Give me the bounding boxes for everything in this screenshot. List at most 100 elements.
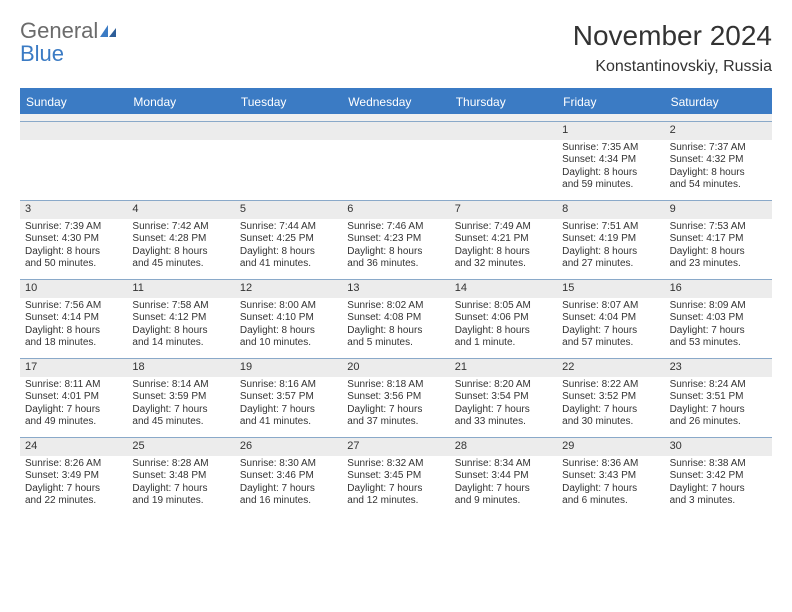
sunset-text: Sunset: 4:01 PM xyxy=(25,391,122,404)
sunrise-text: Sunrise: 8:05 AM xyxy=(455,300,552,313)
sunset-text: Sunset: 4:28 PM xyxy=(132,233,229,246)
calendar-cell: 15Sunrise: 8:07 AMSunset: 4:04 PMDayligh… xyxy=(557,280,664,358)
day-number: 16 xyxy=(665,280,772,298)
sail-icon xyxy=(98,21,118,43)
day1-text: Daylight: 8 hours xyxy=(347,246,444,259)
day-number: 23 xyxy=(665,359,772,377)
day1-text: Daylight: 8 hours xyxy=(132,325,229,338)
day1-text: Daylight: 7 hours xyxy=(347,483,444,496)
calendar-week: 10Sunrise: 7:56 AMSunset: 4:14 PMDayligh… xyxy=(20,280,772,359)
sunset-text: Sunset: 4:10 PM xyxy=(240,312,337,325)
day2-text: and 12 minutes. xyxy=(347,495,444,508)
day-number: 17 xyxy=(20,359,127,377)
cell-body: Sunrise: 7:35 AMSunset: 4:34 PMDaylight:… xyxy=(557,140,664,196)
day2-text: and 5 minutes. xyxy=(347,337,444,350)
calendar-cell: 23Sunrise: 8:24 AMSunset: 3:51 PMDayligh… xyxy=(665,359,772,437)
calendar-cell: 8Sunrise: 7:51 AMSunset: 4:19 PMDaylight… xyxy=(557,201,664,279)
calendar-week: 24Sunrise: 8:26 AMSunset: 3:49 PMDayligh… xyxy=(20,438,772,516)
calendar-cell: 9Sunrise: 7:53 AMSunset: 4:17 PMDaylight… xyxy=(665,201,772,279)
calendar-cell: 10Sunrise: 7:56 AMSunset: 4:14 PMDayligh… xyxy=(20,280,127,358)
sunrise-text: Sunrise: 7:51 AM xyxy=(562,221,659,234)
day1-text: Daylight: 8 hours xyxy=(562,246,659,259)
calendar-cell xyxy=(127,122,234,200)
cell-body xyxy=(20,140,127,146)
cell-body: Sunrise: 8:38 AMSunset: 3:42 PMDaylight:… xyxy=(665,456,772,512)
sunset-text: Sunset: 4:17 PM xyxy=(670,233,767,246)
day-header: Thursday xyxy=(450,90,557,114)
day2-text: and 41 minutes. xyxy=(240,416,337,429)
day1-text: Daylight: 7 hours xyxy=(240,404,337,417)
cell-body: Sunrise: 7:39 AMSunset: 4:30 PMDaylight:… xyxy=(20,219,127,275)
cell-body: Sunrise: 8:07 AMSunset: 4:04 PMDaylight:… xyxy=(557,298,664,354)
day2-text: and 10 minutes. xyxy=(240,337,337,350)
day2-text: and 14 minutes. xyxy=(132,337,229,350)
sunset-text: Sunset: 4:21 PM xyxy=(455,233,552,246)
day-number: 18 xyxy=(127,359,234,377)
sunrise-text: Sunrise: 7:56 AM xyxy=(25,300,122,313)
calendar-cell: 14Sunrise: 8:05 AMSunset: 4:06 PMDayligh… xyxy=(450,280,557,358)
day-number: 30 xyxy=(665,438,772,456)
calendar-cell: 16Sunrise: 8:09 AMSunset: 4:03 PMDayligh… xyxy=(665,280,772,358)
day2-text: and 59 minutes. xyxy=(562,179,659,192)
day1-text: Daylight: 7 hours xyxy=(240,483,337,496)
cell-body: Sunrise: 8:02 AMSunset: 4:08 PMDaylight:… xyxy=(342,298,449,354)
cell-body: Sunrise: 7:46 AMSunset: 4:23 PMDaylight:… xyxy=(342,219,449,275)
day-number: 15 xyxy=(557,280,664,298)
day-header: Sunday xyxy=(20,90,127,114)
cell-body: Sunrise: 8:34 AMSunset: 3:44 PMDaylight:… xyxy=(450,456,557,512)
calendar-cell xyxy=(20,122,127,200)
day2-text: and 50 minutes. xyxy=(25,258,122,271)
day1-text: Daylight: 8 hours xyxy=(25,246,122,259)
sunset-text: Sunset: 3:52 PM xyxy=(562,391,659,404)
day1-text: Daylight: 7 hours xyxy=(347,404,444,417)
day-number xyxy=(342,122,449,140)
sunset-text: Sunset: 3:43 PM xyxy=(562,470,659,483)
day-number: 10 xyxy=(20,280,127,298)
calendar-cell: 12Sunrise: 8:00 AMSunset: 4:10 PMDayligh… xyxy=(235,280,342,358)
day-number: 24 xyxy=(20,438,127,456)
cell-body: Sunrise: 8:36 AMSunset: 3:43 PMDaylight:… xyxy=(557,456,664,512)
calendar-cell: 30Sunrise: 8:38 AMSunset: 3:42 PMDayligh… xyxy=(665,438,772,516)
calendar-cell: 19Sunrise: 8:16 AMSunset: 3:57 PMDayligh… xyxy=(235,359,342,437)
calendar-cell: 5Sunrise: 7:44 AMSunset: 4:25 PMDaylight… xyxy=(235,201,342,279)
day2-text: and 26 minutes. xyxy=(670,416,767,429)
sunset-text: Sunset: 3:51 PM xyxy=(670,391,767,404)
day-number xyxy=(450,122,557,140)
calendar-cell xyxy=(450,122,557,200)
location-label: Konstantinovskiy, Russia xyxy=(573,58,772,76)
sunrise-text: Sunrise: 8:11 AM xyxy=(25,379,122,392)
day-number: 11 xyxy=(127,280,234,298)
day1-text: Daylight: 8 hours xyxy=(240,246,337,259)
day2-text: and 32 minutes. xyxy=(455,258,552,271)
day2-text: and 57 minutes. xyxy=(562,337,659,350)
calendar-cell: 3Sunrise: 7:39 AMSunset: 4:30 PMDaylight… xyxy=(20,201,127,279)
day1-text: Daylight: 8 hours xyxy=(455,325,552,338)
brand-logo: General Blue xyxy=(20,20,118,65)
cell-body: Sunrise: 8:09 AMSunset: 4:03 PMDaylight:… xyxy=(665,298,772,354)
day2-text: and 33 minutes. xyxy=(455,416,552,429)
day1-text: Daylight: 8 hours xyxy=(670,167,767,180)
sunrise-text: Sunrise: 8:24 AM xyxy=(670,379,767,392)
day-number: 4 xyxy=(127,201,234,219)
calendar-cell: 20Sunrise: 8:18 AMSunset: 3:56 PMDayligh… xyxy=(342,359,449,437)
day1-text: Daylight: 8 hours xyxy=(562,167,659,180)
day-number: 12 xyxy=(235,280,342,298)
day-number: 13 xyxy=(342,280,449,298)
day1-text: Daylight: 7 hours xyxy=(562,404,659,417)
sunset-text: Sunset: 4:23 PM xyxy=(347,233,444,246)
day1-text: Daylight: 7 hours xyxy=(132,483,229,496)
day1-text: Daylight: 7 hours xyxy=(455,404,552,417)
sunset-text: Sunset: 4:08 PM xyxy=(347,312,444,325)
sunrise-text: Sunrise: 7:53 AM xyxy=(670,221,767,234)
sunset-text: Sunset: 3:48 PM xyxy=(132,470,229,483)
day2-text: and 54 minutes. xyxy=(670,179,767,192)
day2-text: and 22 minutes. xyxy=(25,495,122,508)
day-number xyxy=(235,122,342,140)
day2-text: and 1 minute. xyxy=(455,337,552,350)
sunrise-text: Sunrise: 7:39 AM xyxy=(25,221,122,234)
cell-body: Sunrise: 7:51 AMSunset: 4:19 PMDaylight:… xyxy=(557,219,664,275)
calendar-cell: 29Sunrise: 8:36 AMSunset: 3:43 PMDayligh… xyxy=(557,438,664,516)
day1-text: Daylight: 8 hours xyxy=(240,325,337,338)
sunset-text: Sunset: 3:45 PM xyxy=(347,470,444,483)
sunset-text: Sunset: 3:56 PM xyxy=(347,391,444,404)
